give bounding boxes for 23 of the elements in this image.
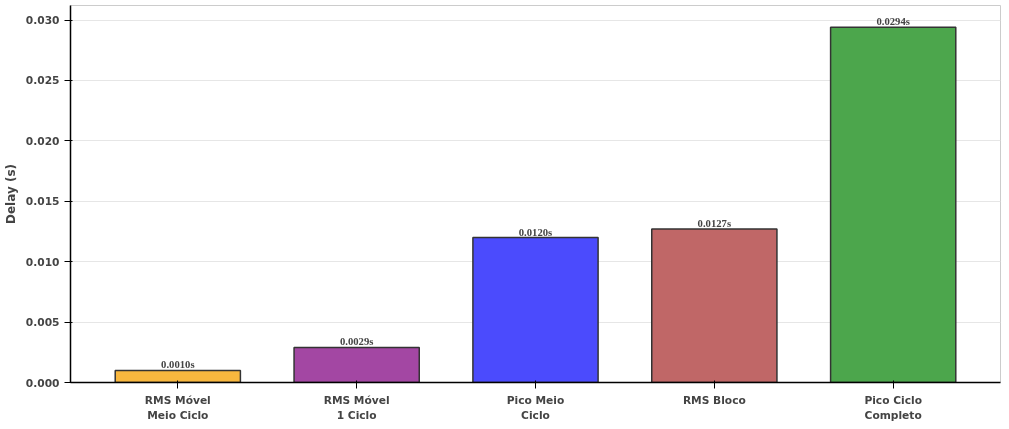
bar (651, 228, 778, 383)
bar (293, 346, 420, 383)
bar (829, 26, 957, 383)
x-tick-label: Pico Meio Ciclo (506, 393, 565, 423)
bar (114, 369, 242, 383)
y-tick-label: 0.010 (25, 255, 60, 269)
data-label: 0.0010s (161, 359, 195, 371)
x-tick-label: RMS Móvel Meio Ciclo (144, 393, 211, 423)
y-tick-label: 0.000 (25, 376, 60, 390)
y-tick-label: 0.005 (25, 316, 60, 330)
x-tick-label: RMS Bloco (682, 393, 746, 407)
y-tick-label: 0.020 (25, 134, 60, 148)
data-label: 0.0127s (697, 218, 732, 230)
x-tick-label: Pico Ciclo Completo (864, 393, 922, 423)
y-tick-label: 0.015 (25, 195, 60, 209)
data-label: 0.0120s (518, 226, 553, 238)
y-axis-title: Delay (s) (3, 163, 18, 225)
y-tick-label: 0.025 (25, 74, 60, 88)
data-label: 0.0294s (876, 16, 910, 28)
y-tick-label: 0.030 (25, 14, 60, 27)
bar (472, 236, 599, 383)
x-tick-label: RMS Móvel 1 Ciclo (323, 393, 390, 423)
data-label: 0.0029s (339, 336, 374, 348)
